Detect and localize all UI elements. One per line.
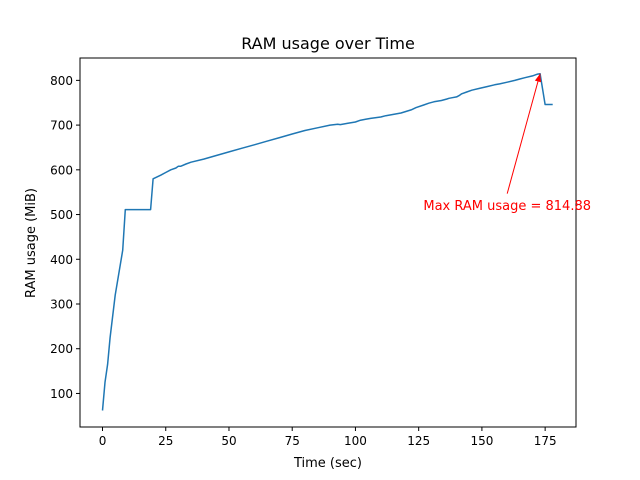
max-ram-annotation-text: Max RAM usage = 814.88: [423, 199, 591, 214]
y-tick-label: 500: [50, 208, 73, 222]
x-tick-label: 175: [534, 434, 557, 448]
y-tick-label: 700: [50, 119, 73, 133]
x-tick-label: 50: [221, 434, 236, 448]
x-tick-label: 0: [99, 434, 107, 448]
x-tick-label: 100: [344, 434, 367, 448]
y-tick-label: 600: [50, 163, 73, 177]
y-tick-label: 200: [50, 342, 73, 356]
axes-frame: [79, 57, 577, 428]
x-tick-label: 25: [158, 434, 173, 448]
x-tick-label: 150: [470, 434, 493, 448]
y-tick-label: 800: [50, 74, 73, 88]
y-tick-label: 100: [50, 387, 73, 401]
x-axis-label: Time (sec): [293, 456, 362, 471]
y-tick-label: 300: [50, 298, 73, 312]
x-tick-label: 125: [407, 434, 430, 448]
y-axis-label: RAM usage (MiB): [24, 188, 39, 298]
ram-usage-line: [101, 72, 553, 411]
chart-title: RAM usage over Time: [241, 34, 415, 53]
y-tick-label: 400: [50, 253, 73, 267]
annotation-arrow-line: [506, 73, 541, 194]
x-tick-label: 75: [285, 434, 300, 448]
annotation-arrow-head: [534, 73, 542, 83]
plot-area: 0 25 50 75 100 125 150 175 100 200 300 400 500 600 700…: [50, 57, 577, 448]
